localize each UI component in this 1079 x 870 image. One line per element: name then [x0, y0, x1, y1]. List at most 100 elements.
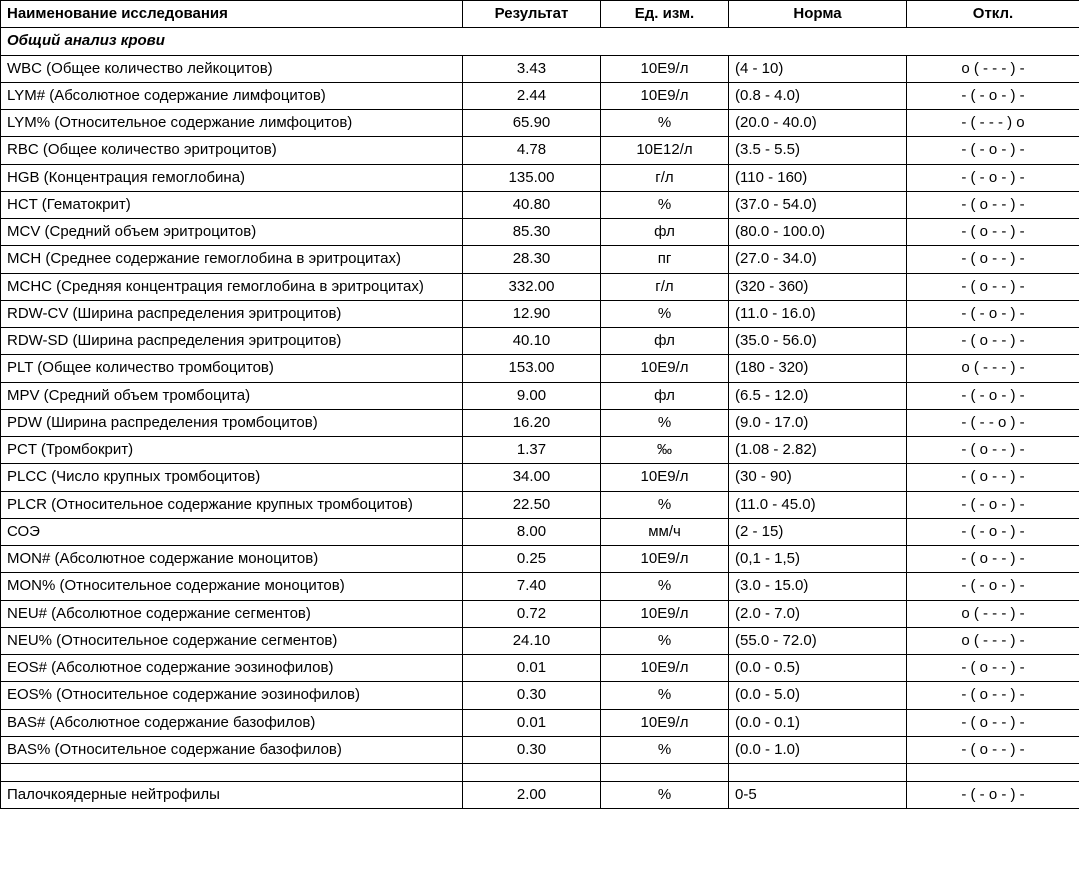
- cell-name: PLCC (Число крупных тромбоцитов): [1, 464, 463, 491]
- cell-norm: (30 - 90): [729, 464, 907, 491]
- table-row: MCV (Средний объем эритроцитов)85.30фл(8…: [1, 219, 1079, 246]
- table-row: HCT (Гематокрит)40.80%(37.0 - 54.0)- ( o…: [1, 191, 1079, 218]
- cell-unit: г/л: [601, 273, 729, 300]
- cell-deviation: - ( o - - ) -: [907, 191, 1079, 218]
- cell-deviation: - ( o - - ) -: [907, 709, 1079, 736]
- table-row: RDW-CV (Ширина распределения эритроцитов…: [1, 300, 1079, 327]
- cell-unit: 10E9/л: [601, 55, 729, 82]
- table-row: BAS% (Относительное содержание базофилов…: [1, 736, 1079, 763]
- cell-unit: 10E9/л: [601, 655, 729, 682]
- col-header-norm: Норма: [729, 1, 907, 28]
- cell-result: 7.40: [463, 573, 601, 600]
- table-row: RBC (Общее количество эритроцитов)4.7810…: [1, 137, 1079, 164]
- cell-result: 2.44: [463, 82, 601, 109]
- table-row: LYM% (Относительное содержание лимфоцито…: [1, 110, 1079, 137]
- table-row: MCH (Среднее содержание гемоглобина в эр…: [1, 246, 1079, 273]
- cell-deviation: - ( o - - ) -: [907, 655, 1079, 682]
- cell-unit: %: [601, 782, 729, 809]
- cell-name: PLCR (Относительное содержание крупных т…: [1, 491, 463, 518]
- lab-results-table: Наименование исследования Результат Ед. …: [0, 0, 1079, 809]
- spacer-cell: [601, 764, 729, 782]
- cell-deviation: - ( - o - ) -: [907, 573, 1079, 600]
- cell-unit: фл: [601, 328, 729, 355]
- cell-name: BAS% (Относительное содержание базофилов…: [1, 736, 463, 763]
- table-row: EOS% (Относительное содержание эозинофил…: [1, 682, 1079, 709]
- table-row: LYM# (Абсолютное содержание лимфоцитов)2…: [1, 82, 1079, 109]
- cell-name: EOS% (Относительное содержание эозинофил…: [1, 682, 463, 709]
- cell-name: RDW-CV (Ширина распределения эритроцитов…: [1, 300, 463, 327]
- table-row: MON% (Относительное содержание моноцитов…: [1, 573, 1079, 600]
- cell-norm: (180 - 320): [729, 355, 907, 382]
- cell-name: СОЭ: [1, 518, 463, 545]
- cell-norm: (0.0 - 1.0): [729, 736, 907, 763]
- cell-result: 0.30: [463, 682, 601, 709]
- cell-name: MON# (Абсолютное содержание моноцитов): [1, 546, 463, 573]
- cell-deviation: - ( - - o ) -: [907, 409, 1079, 436]
- cell-name: MCHC (Средняя концентрация гемоглобина в…: [1, 273, 463, 300]
- table-row: NEU# (Абсолютное содержание сегментов)0.…: [1, 600, 1079, 627]
- table-row: NEU% (Относительное содержание сегментов…: [1, 627, 1079, 654]
- cell-deviation: - ( o - - ) -: [907, 682, 1079, 709]
- cell-unit: мм/ч: [601, 518, 729, 545]
- cell-deviation: - ( - - - ) o: [907, 110, 1079, 137]
- table-row: RDW-SD (Ширина распределения эритроцитов…: [1, 328, 1079, 355]
- cell-norm: (2.0 - 7.0): [729, 600, 907, 627]
- cell-name: LYM% (Относительное содержание лимфоцито…: [1, 110, 463, 137]
- cell-norm: (27.0 - 34.0): [729, 246, 907, 273]
- cell-result: 135.00: [463, 164, 601, 191]
- cell-result: 153.00: [463, 355, 601, 382]
- cell-result: 16.20: [463, 409, 601, 436]
- cell-norm: (11.0 - 16.0): [729, 300, 907, 327]
- cell-deviation: - ( o - - ) -: [907, 736, 1079, 763]
- cell-result: 40.80: [463, 191, 601, 218]
- cell-result: 85.30: [463, 219, 601, 246]
- cell-norm: (320 - 360): [729, 273, 907, 300]
- table-row: EOS# (Абсолютное содержание эозинофилов)…: [1, 655, 1079, 682]
- table-row: Палочкоядерные нейтрофилы2.00%0-5- ( - o…: [1, 782, 1079, 809]
- col-header-deviation: Откл.: [907, 1, 1079, 28]
- cell-name: HGB (Концентрация гемоглобина): [1, 164, 463, 191]
- cell-deviation: o ( - - - ) -: [907, 627, 1079, 654]
- spacer-cell: [729, 764, 907, 782]
- cell-name: MPV (Средний объем тромбоцита): [1, 382, 463, 409]
- cell-result: 3.43: [463, 55, 601, 82]
- cell-deviation: - ( o - - ) -: [907, 437, 1079, 464]
- cell-unit: %: [601, 300, 729, 327]
- cell-unit: %: [601, 736, 729, 763]
- cell-result: 332.00: [463, 273, 601, 300]
- cell-deviation: - ( o - - ) -: [907, 273, 1079, 300]
- cell-deviation: - ( - o - ) -: [907, 82, 1079, 109]
- cell-deviation: - ( - o - ) -: [907, 518, 1079, 545]
- cell-name: HCT (Гематокрит): [1, 191, 463, 218]
- cell-deviation: o ( - - - ) -: [907, 600, 1079, 627]
- cell-norm: (35.0 - 56.0): [729, 328, 907, 355]
- cell-norm: (11.0 - 45.0): [729, 491, 907, 518]
- cell-unit: пг: [601, 246, 729, 273]
- cell-result: 12.90: [463, 300, 601, 327]
- cell-unit: 10E9/л: [601, 355, 729, 382]
- table-row: BAS# (Абсолютное содержание базофилов)0.…: [1, 709, 1079, 736]
- cell-name: MCH (Среднее содержание гемоглобина в эр…: [1, 246, 463, 273]
- cell-name: RDW-SD (Ширина распределения эритроцитов…: [1, 328, 463, 355]
- cell-name: PLT (Общее количество тромбоцитов): [1, 355, 463, 382]
- cell-norm: 0-5: [729, 782, 907, 809]
- cell-norm: (0.0 - 0.5): [729, 655, 907, 682]
- cell-norm: (55.0 - 72.0): [729, 627, 907, 654]
- cell-name: WBC (Общее количество лейкоцитов): [1, 55, 463, 82]
- table-header-row: Наименование исследования Результат Ед. …: [1, 1, 1079, 28]
- table-row: MPV (Средний объем тромбоцита)9.00фл(6.5…: [1, 382, 1079, 409]
- cell-result: 0.72: [463, 600, 601, 627]
- cell-norm: (0,1 - 1,5): [729, 546, 907, 573]
- cell-name: RBC (Общее количество эритроцитов): [1, 137, 463, 164]
- cell-result: 28.30: [463, 246, 601, 273]
- table-row: PLCR (Относительное содержание крупных т…: [1, 491, 1079, 518]
- table-row: WBC (Общее количество лейкоцитов)3.4310E…: [1, 55, 1079, 82]
- cell-result: 0.01: [463, 709, 601, 736]
- cell-deviation: - ( - o - ) -: [907, 137, 1079, 164]
- cell-deviation: - ( - o - ) -: [907, 382, 1079, 409]
- col-header-result: Результат: [463, 1, 601, 28]
- cell-unit: 10E9/л: [601, 600, 729, 627]
- cell-result: 40.10: [463, 328, 601, 355]
- table-row: PCT (Тромбокрит)1.37‰(1.08 - 2.82)- ( o …: [1, 437, 1079, 464]
- cell-result: 65.90: [463, 110, 601, 137]
